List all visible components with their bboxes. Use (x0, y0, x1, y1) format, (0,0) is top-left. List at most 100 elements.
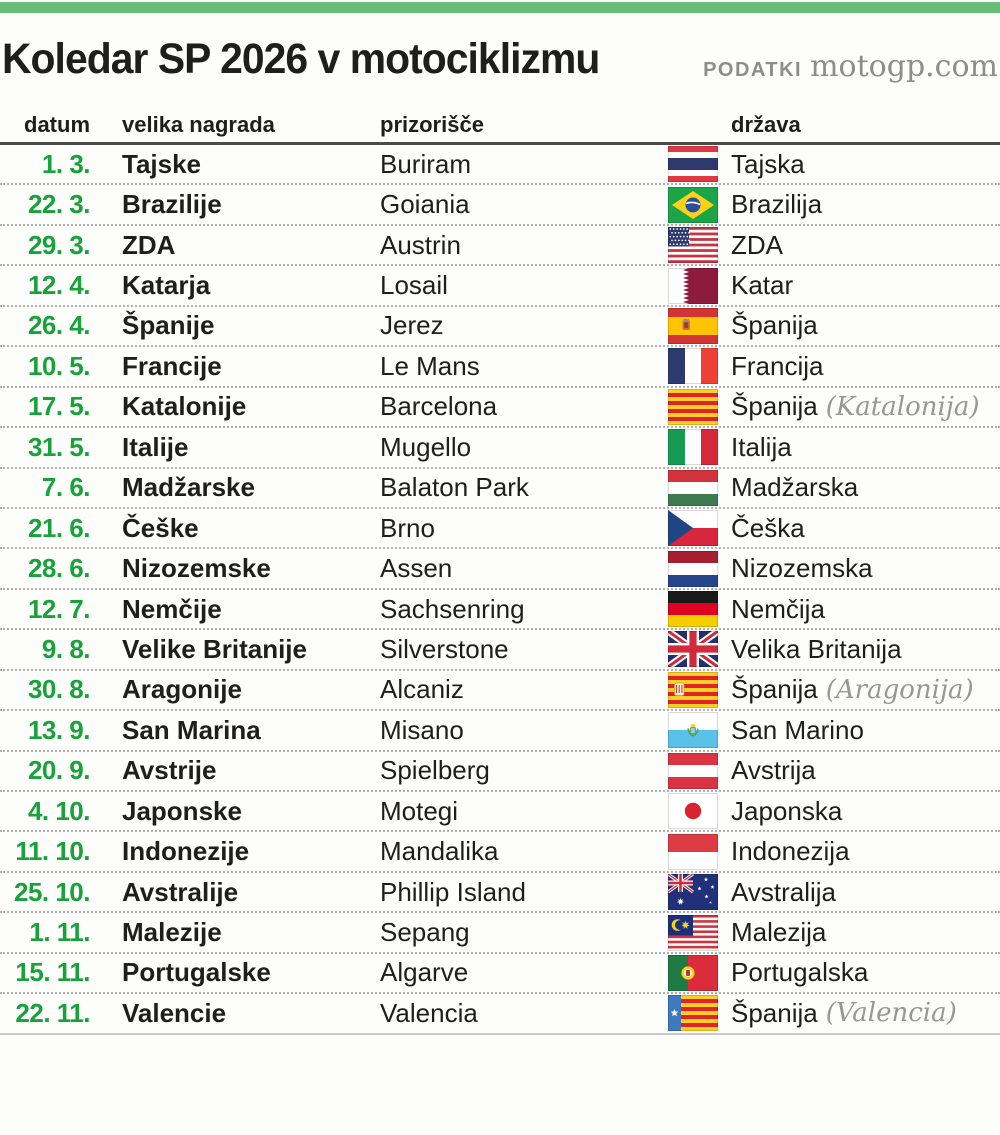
race-date: 22. 11. (15, 997, 90, 1028)
country-cell: Nemčija (668, 591, 1000, 628)
race-date: 4. 10. (27, 795, 91, 826)
country-name: Češka (731, 512, 805, 543)
country-cell: Indonezija (668, 833, 1000, 870)
table-row: 10. 5. Francije Le Mans Francija (0, 347, 1000, 388)
flag-jp-icon (668, 793, 718, 830)
venue-name: Buriram (380, 148, 472, 179)
venue-name: Valencia (380, 997, 478, 1028)
venue-name: Brno (380, 512, 435, 543)
country-name: Avstrija (731, 755, 816, 786)
grand-prix-name: Indonezije (122, 836, 250, 867)
table-header-row: datum velika nagrada prizorišče država (0, 107, 1000, 145)
race-date: 22. 3. (27, 189, 91, 220)
flag-es-icon (668, 307, 718, 344)
table-row: 29. 3. ZDA Austrin ZDA (0, 226, 1000, 267)
country-name: Velika Britanija (731, 633, 902, 664)
venue-name: Austrin (380, 229, 461, 260)
grand-prix-name: Aragonije (122, 674, 242, 705)
venue-name: Phillip Island (380, 876, 526, 907)
country-cell: Malezija (668, 914, 1000, 951)
table-row: 31. 5. Italije Mugello Italija (0, 428, 1000, 469)
grand-prix-name: Nemčije (122, 593, 222, 624)
grand-prix-name: Francije (122, 350, 222, 381)
table-row: 26. 4. Španije Jerez Španija (0, 307, 1000, 348)
venue-name: Sepang (380, 917, 470, 948)
venue-name: Misano (380, 714, 464, 745)
country-cell: Japonska (668, 793, 1000, 830)
grand-prix-name: Katarja (122, 270, 211, 301)
country-cell: Italija (668, 429, 1000, 466)
flag-br-icon (668, 186, 718, 223)
table-row: 21. 6. Češke Brno Češka (0, 509, 1000, 550)
table-row: 4. 10. Japonske Motegi Japonska (0, 792, 1000, 833)
source-label: PODATKI (703, 59, 803, 81)
country-name: ZDA (731, 229, 783, 260)
race-date: 28. 6. (27, 553, 91, 584)
grand-prix-name: Velike Britanije (122, 633, 307, 664)
country-name: Indonezija (731, 836, 850, 867)
grand-prix-name: Španije (122, 310, 215, 341)
table-body: 1. 3. Tajske Buriram Tajska 22. 3. Brazilije G… (0, 145, 1000, 1035)
race-date: 29. 3. (27, 229, 91, 260)
country-cell: Katar (668, 267, 1000, 304)
country-cell: Velika Britanija (668, 631, 1000, 668)
flag-hu-icon (668, 469, 718, 506)
country-name: Španija (731, 391, 818, 422)
country-cell: Avstrija (668, 752, 1000, 789)
country-name: San Marino (731, 714, 864, 745)
grand-prix-name: Nizozemske (122, 553, 271, 584)
venue-name: Silverstone (380, 633, 509, 664)
table-row: 9. 8. Velike Britanije Silverstone Velika B… (0, 630, 1000, 671)
race-date: 1. 3. (41, 148, 91, 179)
table-row: 12. 4. Katarja Losail Katar (0, 266, 1000, 307)
country-cell: Brazilija (668, 186, 1000, 223)
flag-qa-icon (668, 267, 718, 304)
country-name: Brazilija (731, 189, 823, 220)
country-region-note: (Aragonija) (825, 674, 974, 705)
flag-au-icon (668, 874, 718, 911)
column-header-date: datum (24, 111, 90, 137)
country-name: Japonska (731, 795, 843, 826)
table-row: 28. 6. Nizozemske Assen Nizozemska (0, 549, 1000, 590)
country-cell: Francija (668, 348, 1000, 385)
race-date: 20. 9. (27, 755, 91, 786)
venue-name: Algarve (380, 957, 469, 988)
venue-name: Losail (380, 270, 448, 301)
flag-cz-icon (668, 510, 718, 547)
column-header-venue: prizorišče (380, 111, 484, 137)
country-cell: Španija (Aragonija) (668, 671, 1000, 708)
country-name: Tajska (731, 148, 805, 179)
venue-name: Assen (380, 553, 453, 584)
venue-name: Jerez (380, 310, 444, 341)
grand-prix-name: Avstralije (122, 876, 239, 907)
race-date: 30. 8. (27, 674, 91, 705)
flag-ct-icon (668, 388, 718, 425)
grand-prix-name: Malezije (122, 917, 222, 948)
race-date: 12. 7. (27, 593, 91, 624)
country-name: Francija (731, 350, 824, 381)
grand-prix-name: Madžarske (122, 472, 255, 503)
country-name: Nizozemska (731, 553, 873, 584)
race-date: 13. 9. (27, 714, 91, 745)
race-date: 21. 6. (27, 512, 91, 543)
flag-id-icon (668, 833, 718, 870)
column-header-gp: velika nagrada (122, 111, 275, 137)
venue-name: Spielberg (380, 755, 490, 786)
flag-vc-icon (668, 995, 718, 1032)
country-cell: Madžarska (668, 469, 1000, 506)
country-name: Madžarska (731, 472, 859, 503)
flag-at-icon (668, 752, 718, 789)
race-date: 9. 8. (41, 633, 91, 664)
venue-name: Goiania (380, 189, 470, 220)
table-row: 11. 10. Indonezije Mandalika Indonezija (0, 832, 1000, 873)
country-cell: Češka (668, 510, 1000, 547)
flag-nl-icon (668, 550, 718, 587)
flag-th-icon (668, 146, 718, 183)
flag-pt-icon (668, 954, 718, 991)
race-date: 12. 4. (27, 270, 91, 301)
grand-prix-name: Avstrije (122, 755, 217, 786)
grand-prix-name: Italije (122, 431, 189, 462)
venue-name: Mugello (380, 431, 472, 462)
grand-prix-name: Japonske (122, 795, 242, 826)
